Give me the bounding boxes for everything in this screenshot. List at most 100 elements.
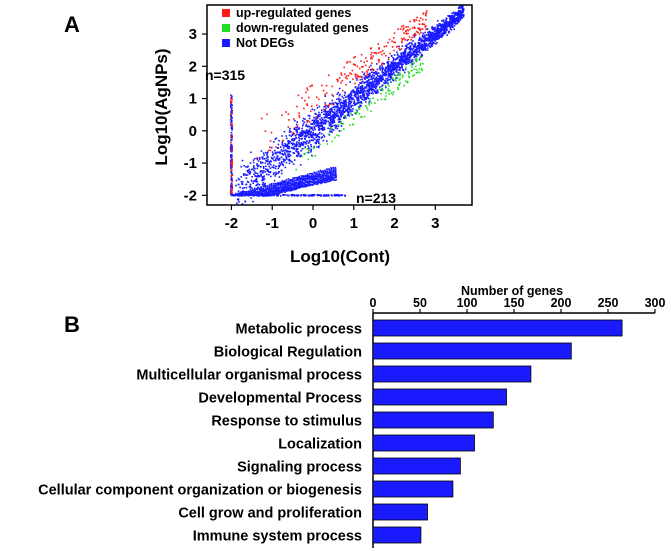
not-deg-point bbox=[457, 17, 460, 19]
not-deg-point bbox=[353, 99, 355, 101]
not-deg-point bbox=[318, 128, 320, 131]
not-deg-point bbox=[377, 72, 380, 74]
not-deg-point bbox=[451, 22, 453, 24]
up-regulated-point bbox=[381, 62, 383, 65]
up-regulated-point bbox=[387, 41, 389, 44]
streak-point bbox=[271, 192, 274, 195]
not-deg-point bbox=[320, 123, 323, 125]
not-deg-point bbox=[290, 131, 292, 133]
not-deg-point bbox=[324, 116, 327, 118]
not-deg-point bbox=[241, 183, 244, 186]
not-deg-point bbox=[274, 167, 277, 170]
not-deg-point bbox=[407, 46, 410, 49]
down-regulated-point bbox=[366, 108, 369, 111]
not-deg-point bbox=[310, 145, 312, 148]
not-deg-point bbox=[427, 47, 429, 49]
not-deg-point bbox=[259, 171, 262, 173]
up-regulated-point bbox=[362, 65, 364, 68]
not-deg-point bbox=[342, 109, 345, 112]
up-regulated-point bbox=[255, 157, 258, 159]
n213-point bbox=[320, 194, 323, 197]
n315-point bbox=[230, 150, 233, 153]
not-deg-point bbox=[334, 105, 337, 108]
streak-point bbox=[253, 194, 256, 196]
not-deg-point bbox=[302, 130, 304, 132]
up-regulated-point bbox=[360, 60, 362, 62]
not-deg-point bbox=[320, 137, 323, 139]
streak-point bbox=[280, 187, 282, 189]
streak-point bbox=[258, 188, 261, 191]
not-deg-point bbox=[445, 22, 447, 24]
not-deg-point bbox=[237, 177, 240, 180]
not-deg-point bbox=[409, 54, 412, 56]
streak-point bbox=[278, 187, 280, 190]
not-deg-point bbox=[438, 36, 441, 38]
down-regulated-point bbox=[415, 58, 418, 60]
streak-point bbox=[327, 180, 329, 183]
streak-point bbox=[328, 175, 331, 178]
not-deg-point bbox=[263, 177, 266, 180]
not-deg-point bbox=[292, 139, 294, 142]
up-regulated-point bbox=[405, 26, 407, 28]
not-deg-point bbox=[291, 133, 294, 135]
not-deg-point bbox=[399, 60, 401, 63]
streak-point bbox=[273, 193, 275, 195]
streak-point bbox=[270, 187, 273, 190]
not-deg-point bbox=[281, 161, 283, 163]
not-deg-point bbox=[256, 158, 259, 161]
not-deg-point bbox=[308, 115, 311, 117]
streak-point bbox=[244, 192, 246, 195]
n213-point bbox=[275, 194, 278, 197]
up-regulated-point bbox=[306, 89, 309, 91]
not-deg-point bbox=[296, 133, 298, 136]
streak-point bbox=[325, 181, 328, 183]
not-deg-point bbox=[325, 111, 327, 113]
streak-point bbox=[249, 188, 252, 191]
not-deg-point bbox=[249, 170, 251, 173]
streak-point bbox=[258, 193, 260, 196]
not-deg-point bbox=[296, 129, 298, 132]
streak-point bbox=[290, 183, 292, 186]
not-deg-point bbox=[417, 46, 420, 49]
not-deg-point bbox=[317, 146, 320, 149]
streak-point bbox=[292, 188, 295, 191]
not-deg-point bbox=[246, 174, 249, 176]
not-deg-point bbox=[356, 109, 358, 112]
not-deg-point bbox=[331, 110, 333, 113]
n315-point bbox=[231, 148, 233, 150]
up-regulated-point bbox=[305, 91, 307, 94]
not-deg-point bbox=[279, 157, 281, 160]
not-deg-point bbox=[459, 7, 461, 9]
down-regulated-point bbox=[401, 76, 404, 79]
not-deg-point bbox=[398, 63, 400, 66]
down-regulated-point bbox=[352, 123, 354, 126]
not-deg-point bbox=[246, 180, 249, 183]
not-deg-point bbox=[282, 164, 285, 167]
streak-point bbox=[317, 182, 319, 185]
not-deg-point bbox=[440, 29, 443, 32]
not-deg-point bbox=[390, 70, 393, 72]
streak-point bbox=[271, 191, 273, 194]
not-deg-point bbox=[332, 95, 334, 97]
streak-point bbox=[307, 177, 309, 179]
not-deg-point bbox=[363, 89, 366, 92]
down-regulated-point bbox=[343, 128, 345, 130]
not-deg-point bbox=[366, 85, 368, 87]
down-regulated-point bbox=[326, 143, 328, 145]
streak-point bbox=[334, 169, 337, 171]
up-regulated-point bbox=[347, 74, 350, 77]
streak-point bbox=[291, 181, 293, 183]
not-deg-point bbox=[391, 68, 393, 71]
not-deg-point bbox=[288, 162, 291, 165]
not-deg-point bbox=[336, 103, 338, 106]
not-deg-point bbox=[442, 27, 444, 29]
not-deg-point bbox=[403, 59, 406, 61]
not-deg-point bbox=[336, 104, 339, 107]
not-deg-point bbox=[449, 26, 452, 28]
streak-point bbox=[332, 170, 335, 173]
not-deg-point bbox=[387, 83, 389, 85]
streak-point bbox=[326, 173, 328, 176]
not-deg-point bbox=[392, 64, 394, 66]
down-regulated-point bbox=[399, 82, 401, 84]
not-deg-point bbox=[344, 103, 346, 105]
